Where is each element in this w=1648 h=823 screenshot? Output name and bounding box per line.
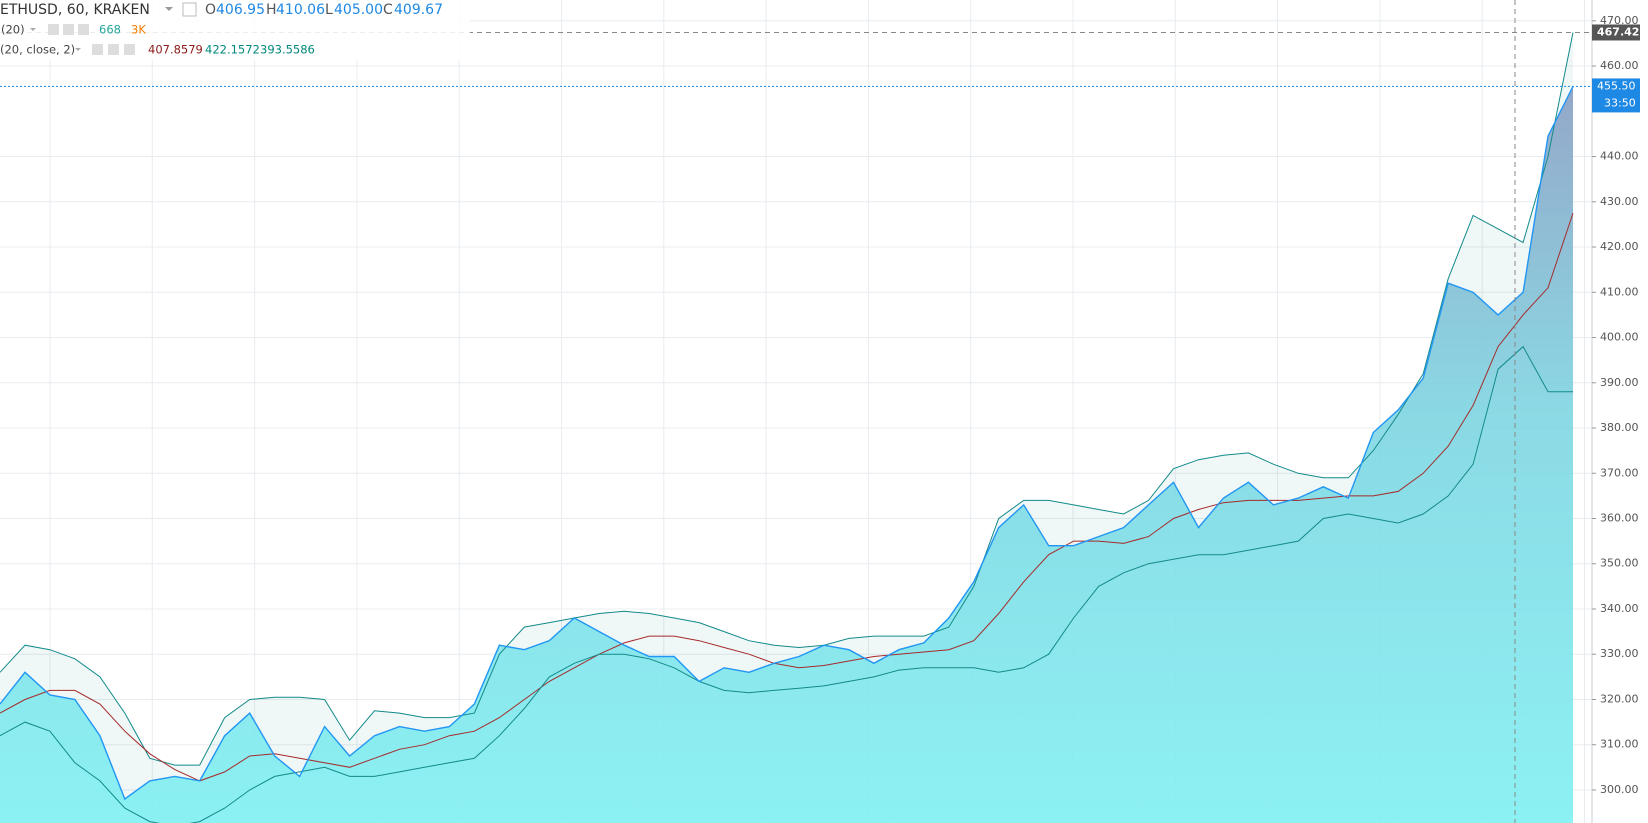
countdown-label: 33:50: [1604, 96, 1636, 109]
series-line: [0, 212, 1574, 782]
y-tick-label: 410.00: [1600, 285, 1639, 298]
last-price-label: 455.50: [1597, 79, 1636, 92]
series-line: [0, 345, 1573, 823]
ohlc-label: O: [205, 2, 216, 18]
settings-icon[interactable]: [63, 24, 74, 35]
y-tick-label: 350.00: [1600, 557, 1639, 570]
y-tick-label: 310.00: [1600, 738, 1639, 751]
ohlc-label: H: [266, 2, 277, 18]
series-line: [0, 86, 1574, 801]
bb-params: (20, close, 2): [0, 43, 75, 57]
legend-header: ETHUSD, 60, KRAKEN O 406.95 H 410.06 L 4…: [0, 0, 470, 60]
eye-icon[interactable]: [48, 24, 59, 35]
y-tick-label: 380.00: [1600, 421, 1639, 434]
y-tick-label: 360.00: [1600, 512, 1639, 525]
ohlc-value: 406.95: [216, 2, 265, 18]
y-tick-label: 460.00: [1600, 59, 1639, 72]
close-icon[interactable]: [124, 44, 135, 55]
dropdown-arrow[interactable]: [165, 7, 173, 11]
dropdown-arrow[interactable]: [30, 28, 36, 31]
ohlc-value: 405.00: [334, 2, 383, 18]
volume-params: (20): [1, 23, 25, 37]
plot: [0, 32, 1574, 823]
y-tick-label: 430.00: [1600, 195, 1639, 208]
y-tick-label: 420.00: [1600, 240, 1639, 253]
y-tick-label: 400.00: [1600, 331, 1639, 344]
settings-icon[interactable]: [108, 44, 119, 55]
eye-icon[interactable]: [92, 44, 103, 55]
bb-value: 422.1572: [205, 43, 260, 57]
y-tick-label: 330.00: [1600, 647, 1639, 660]
ohlc-label: C: [383, 2, 393, 18]
last-price-badge: [1592, 78, 1640, 113]
symbol-title: ETHUSD, 60, KRAKEN: [0, 2, 150, 18]
y-tick-label: 470.00: [1600, 14, 1639, 27]
y-tick-label: 390.00: [1600, 376, 1639, 389]
y-tick-label: 320.00: [1600, 692, 1639, 705]
y-tick-label: 340.00: [1600, 602, 1639, 615]
ohlc-value: 410.06: [276, 2, 325, 18]
price-area: [0, 86, 1573, 823]
dropdown-arrow[interactable]: [75, 48, 81, 51]
bb-value: 393.5586: [260, 43, 315, 57]
crosshair-badge: [1592, 24, 1640, 41]
ohlc-label: L: [325, 2, 333, 18]
y-tick-label: 300.00: [1600, 783, 1639, 796]
axis-background: [1592, 0, 1648, 823]
y-tick-label: 440.00: [1600, 150, 1639, 163]
series-line: [0, 32, 1574, 766]
crosshair-label: 467.42: [1597, 25, 1639, 38]
volume-value: 3K: [131, 23, 146, 37]
volume-value: 668: [99, 23, 121, 37]
bb-value: 407.8579: [148, 43, 203, 57]
price-axis: 300.00 310.00 320.00 330.00 340.00 350.00 360.…: [1591, 0, 1648, 823]
y-tick-label: 370.00: [1600, 466, 1639, 479]
settings-icon[interactable]: [182, 2, 197, 17]
close-icon[interactable]: [78, 24, 89, 35]
ohlc-value: 409.67: [394, 2, 443, 18]
